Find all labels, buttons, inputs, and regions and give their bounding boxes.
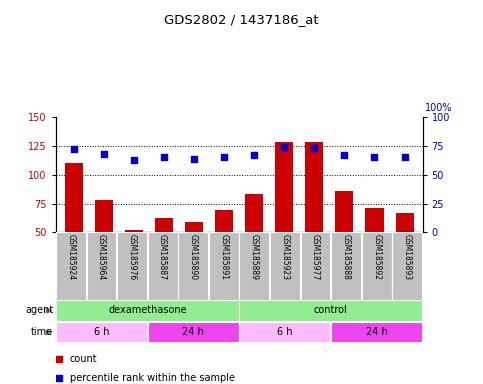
Bar <box>396 213 413 290</box>
Text: GSM185888: GSM185888 <box>341 234 351 280</box>
Point <box>130 157 138 163</box>
Text: GSM185891: GSM185891 <box>219 234 228 280</box>
Bar <box>362 232 392 300</box>
Text: control: control <box>314 305 348 316</box>
Text: GSM185924: GSM185924 <box>66 234 75 280</box>
Text: 6 h: 6 h <box>94 327 109 338</box>
Bar <box>209 232 239 300</box>
Text: GSM185977: GSM185977 <box>311 234 320 281</box>
Text: GSM185890: GSM185890 <box>189 234 198 280</box>
Bar <box>240 322 330 343</box>
Text: count: count <box>70 354 97 364</box>
Bar <box>185 222 203 290</box>
Point <box>370 154 378 161</box>
Text: dexamethasone: dexamethasone <box>108 305 186 316</box>
Bar <box>305 142 323 290</box>
Text: GSM185976: GSM185976 <box>128 234 137 281</box>
Point <box>160 154 168 161</box>
Point <box>190 156 198 162</box>
Bar <box>270 232 300 300</box>
Text: GSM185893: GSM185893 <box>403 234 412 280</box>
Text: 100%: 100% <box>425 103 453 113</box>
Bar <box>275 142 293 290</box>
Bar <box>56 322 147 343</box>
Bar <box>392 232 422 300</box>
Bar <box>331 322 422 343</box>
Bar <box>155 218 173 290</box>
Text: 6 h: 6 h <box>277 327 293 338</box>
Bar <box>178 232 208 300</box>
Point <box>100 151 108 157</box>
Point <box>70 146 77 152</box>
Text: GSM185887: GSM185887 <box>158 234 167 280</box>
Bar <box>117 232 147 300</box>
Bar <box>331 232 361 300</box>
Bar <box>148 322 239 343</box>
Text: 24 h: 24 h <box>182 327 204 338</box>
Bar <box>125 230 143 290</box>
Bar <box>215 210 233 290</box>
Bar <box>95 200 113 290</box>
Text: time: time <box>31 327 53 338</box>
Bar <box>300 232 330 300</box>
Text: 24 h: 24 h <box>366 327 388 338</box>
Bar <box>56 232 86 300</box>
Text: GSM185964: GSM185964 <box>97 234 106 281</box>
Point <box>280 144 288 150</box>
Bar <box>86 232 116 300</box>
Bar <box>65 163 83 290</box>
Bar <box>56 300 239 321</box>
Bar <box>335 191 354 290</box>
Text: GSM185923: GSM185923 <box>281 234 289 280</box>
Point <box>341 152 348 158</box>
Point <box>250 152 258 158</box>
Text: GDS2802 / 1437186_at: GDS2802 / 1437186_at <box>164 13 319 26</box>
Bar <box>366 208 384 290</box>
Point <box>215 103 223 109</box>
Bar <box>240 300 422 321</box>
Point <box>215 278 223 284</box>
Text: percentile rank within the sample: percentile rank within the sample <box>70 373 235 383</box>
Text: GSM185889: GSM185889 <box>250 234 259 280</box>
Bar <box>245 194 263 290</box>
Text: agent: agent <box>25 305 53 316</box>
Point <box>311 145 318 151</box>
Bar <box>240 232 270 300</box>
Text: GSM185892: GSM185892 <box>372 234 381 280</box>
Point <box>401 154 409 161</box>
Point <box>220 154 228 161</box>
Bar <box>148 232 178 300</box>
